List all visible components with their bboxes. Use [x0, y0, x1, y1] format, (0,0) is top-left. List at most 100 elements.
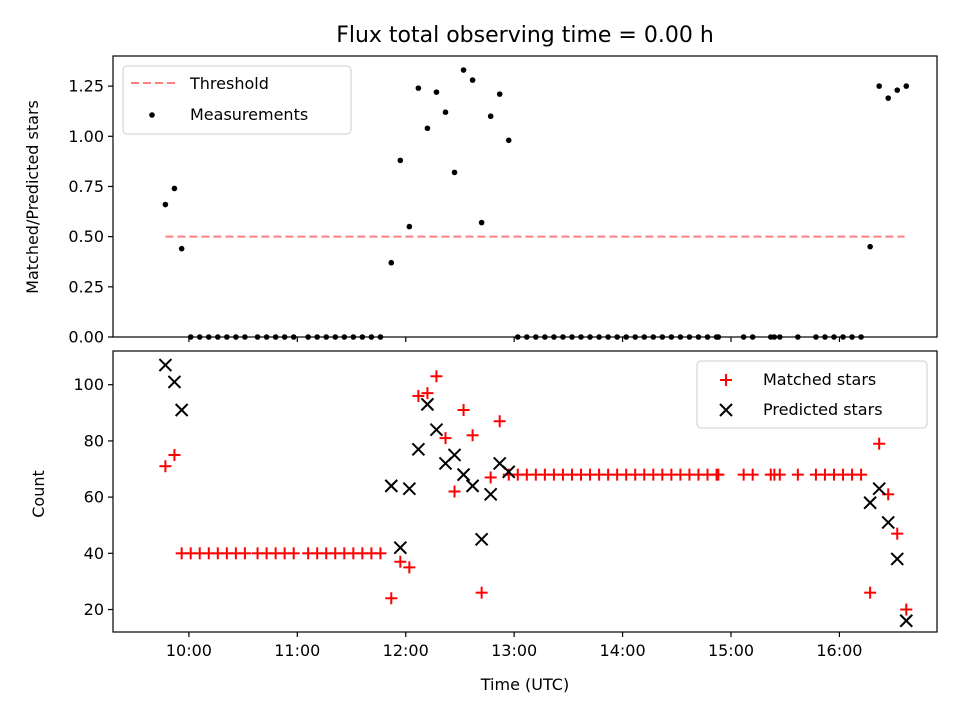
x-tick-label: 10:00 [166, 641, 212, 660]
measurement-point [478, 219, 485, 226]
matched-star-point [421, 387, 434, 400]
matched-star-point [873, 437, 886, 450]
matched-star-point [493, 415, 506, 428]
ratio-y-tick-label: 1.25 [68, 77, 104, 96]
predicted-star-point [429, 422, 444, 437]
ratio-ticks: 0.00 0.25 0.50 0.75 1.00 1.25 [68, 77, 841, 347]
count-legend: Matched stars Predicted stars [696, 360, 928, 429]
predicted-star-point [890, 552, 904, 566]
measurement-point [397, 157, 404, 164]
x-tick-label: 15:00 [708, 641, 754, 660]
ratio-legend: Threshold Measurements [122, 65, 352, 135]
predicted-star-point [411, 442, 426, 457]
ratio-panel: 0.00 0.25 0.50 0.75 1.00 1.25 Matched/Predict… [23, 55, 938, 347]
predicted-star-point [393, 540, 408, 555]
x-tick-label: 14:00 [600, 641, 646, 660]
legend-predicted-swatch [719, 403, 733, 417]
count-y-tick-label: 80 [84, 431, 104, 450]
measurement-point [433, 89, 440, 95]
matched-star-point [712, 468, 725, 481]
matched-star-point [855, 468, 868, 481]
count-y-axis-label: Count [29, 470, 48, 518]
count-y-tick-label: 20 [84, 600, 104, 619]
predicted-star-point [402, 481, 417, 496]
ratio-y-tick-label: 0.75 [68, 177, 104, 196]
ratio-y-tick-label: 1.00 [68, 127, 104, 146]
legend-measurements-label: Measurements [190, 105, 308, 124]
x-tick-label: 13:00 [491, 641, 537, 660]
legend-matched-label: Matched stars [763, 370, 876, 389]
matched-star-point [287, 547, 300, 560]
predicted-star-point [881, 515, 895, 530]
x-tick-label: 16:00 [816, 641, 862, 660]
measurement-point [487, 113, 494, 120]
measurement-point [178, 245, 185, 252]
measurement-point [442, 109, 449, 115]
measurement-point [894, 87, 901, 93]
matched-star-point [385, 592, 398, 605]
predicted-star-point [456, 467, 471, 482]
measurement-point [876, 83, 882, 89]
count-legend-box [696, 360, 928, 429]
predicted-star-point [483, 487, 498, 502]
ratio-y-tick-label: 0.00 [68, 328, 104, 347]
x-axis-label: Time (UTC) [480, 675, 569, 694]
measurement-point [867, 243, 873, 250]
ratio-y-tick-label: 0.50 [68, 227, 104, 246]
count-y-tick-label: 40 [84, 544, 104, 563]
measurement-point [406, 223, 413, 230]
measurement-point [505, 137, 512, 144]
predicted-star-point [174, 403, 189, 417]
predicted-star-point [502, 465, 516, 479]
matched-star-point [466, 429, 479, 442]
predicted-star-point [465, 479, 480, 493]
matched-star-point [484, 471, 497, 484]
matched-star-point [238, 547, 251, 560]
ratio-axes-frame [112, 55, 938, 338]
ratio-legend-box [122, 65, 352, 135]
matched-star-point [457, 404, 470, 417]
measurement-point [903, 83, 910, 89]
matched-star-point [439, 432, 452, 445]
legend-predicted-label: Predicted stars [763, 400, 883, 419]
measurement-point [171, 185, 178, 192]
legend-measurements-swatch [149, 112, 155, 118]
legend-matched-swatch [720, 374, 732, 386]
ratio-y-axis-label: Matched/Predicted stars [23, 100, 42, 294]
matched-star-point [159, 460, 172, 473]
matched-star-point [864, 586, 877, 599]
predicted-star-point [167, 375, 182, 389]
matched-star-point [412, 389, 425, 402]
predicted-star-point [863, 496, 877, 510]
matched-star-point [374, 547, 387, 560]
count-panel: 20 40 60 80 100 10:00 11:00 12:00 13:00 14:00 15:0… [29, 350, 938, 694]
matched-star-point [168, 448, 181, 461]
measurement-point [424, 125, 431, 132]
predicted-star-point [899, 614, 913, 628]
x-tick-label: 12:00 [383, 641, 429, 660]
matched-star-point [746, 468, 759, 481]
measurement-point [885, 95, 892, 101]
count-y-tick-label: 60 [84, 488, 104, 507]
matched-star-point [475, 586, 488, 599]
matched-star-point [448, 485, 461, 498]
measurement-point [496, 91, 503, 97]
count-ticks: 20 40 60 80 100 10:00 11:00 12:00 13:00 14:00 15:0… [73, 375, 862, 660]
predicted-star-point [420, 397, 435, 412]
predicted-star-point [447, 448, 462, 462]
predicted-star-point [474, 532, 489, 546]
count-axes-frame [112, 350, 938, 633]
predicted-star-point [384, 479, 398, 493]
matched-star-point [403, 561, 416, 574]
x-tick-label: 11:00 [274, 641, 320, 660]
legend-threshold-label: Threshold [189, 74, 269, 93]
chart-title: Flux total observing time = 0.00 h [336, 23, 714, 48]
count-y-tick-label: 100 [73, 375, 104, 394]
predicted-star-point [872, 481, 886, 496]
matched-star-point [891, 527, 904, 540]
count-plot-area [158, 358, 913, 628]
measurement-point [460, 67, 467, 73]
measurement-point [469, 77, 476, 83]
ratio-y-tick-label: 0.25 [68, 277, 104, 296]
